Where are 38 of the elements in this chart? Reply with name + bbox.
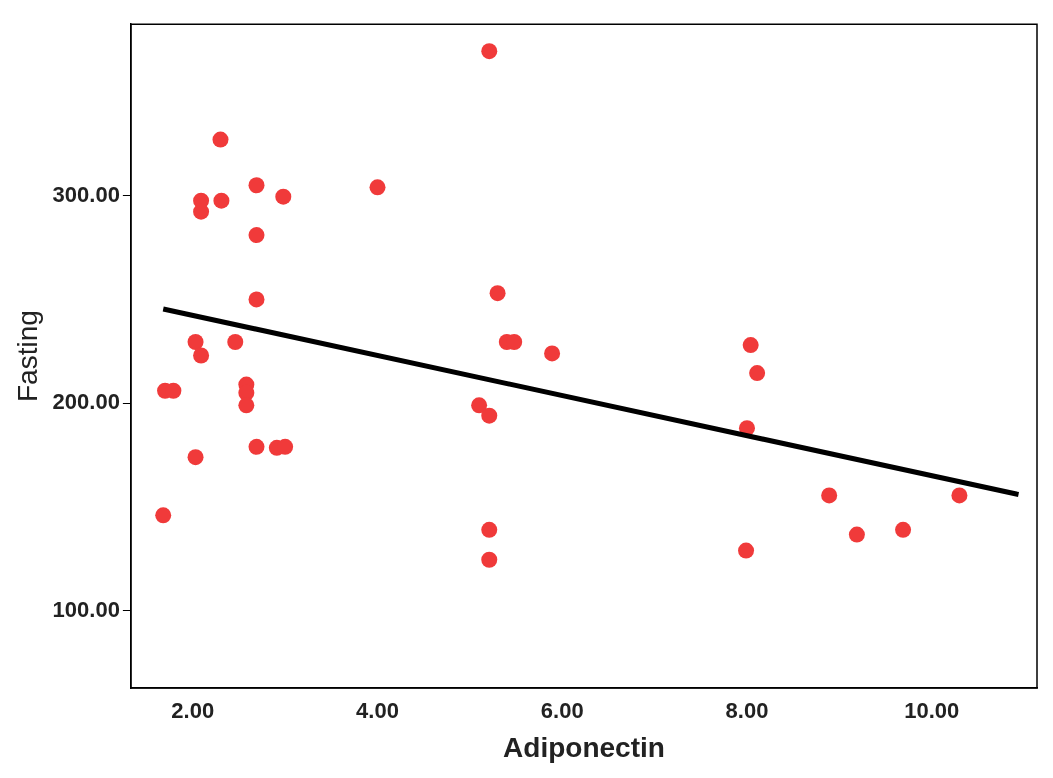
point [248,227,265,244]
x-tick-label: 6.00 [540,698,584,724]
x-tick-label: 8.00 [725,698,769,724]
point [481,407,498,424]
y-tick-label: 200.00 [52,389,120,415]
point [742,337,759,354]
point [369,179,386,196]
x-axis-title: Adiponectin [503,731,665,763]
point [481,43,498,60]
point [275,188,292,205]
y-axis-title: Fasting [11,310,43,403]
point [951,487,968,504]
point [155,507,172,524]
x-tick-label: 10.00 [904,698,960,724]
point [213,192,230,209]
point [187,333,204,350]
point [481,521,498,538]
point [821,487,838,504]
point [227,333,244,350]
point [193,347,210,364]
point [895,521,912,538]
y-tick-label: 300.00 [52,181,120,207]
point [187,449,204,466]
point [738,542,755,559]
point [749,365,766,382]
point [238,397,255,414]
y-tick-label: 100.00 [52,596,120,622]
point [489,285,506,302]
x-tick-label: 4.00 [356,698,399,724]
point [471,397,488,414]
point [248,177,265,194]
point [248,438,265,455]
point [481,551,498,568]
point [248,291,265,308]
point [848,526,865,543]
point [212,131,229,148]
point [544,345,561,362]
x-tick-label: 2.00 [171,698,215,724]
